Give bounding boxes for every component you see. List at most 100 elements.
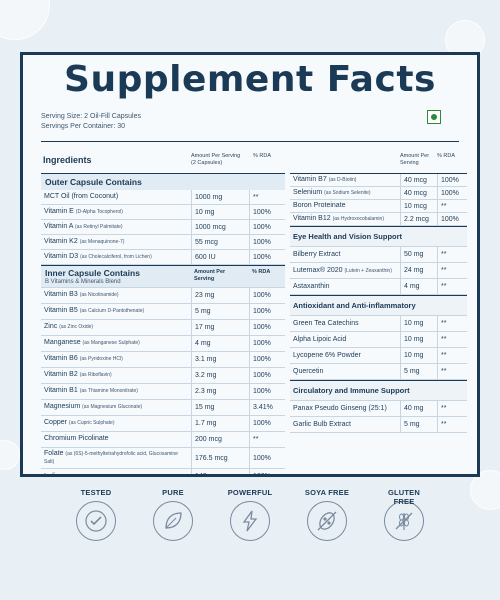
ingredient-name-cell: Vitamin D3 (as Cholecalciferol, from Lic… [41,251,191,263]
badge-row: TESTED PURE POWERFUL SOYA FREE GLUTEN FREE [0,488,500,541]
rda-cell: 100% [249,368,285,383]
rda-cell: 100% [249,320,285,335]
rda-cell: 100% [437,213,467,226]
badge-label: TESTED [80,488,112,497]
amount-cell: 5 mg [400,417,437,433]
ingredient-name-cell: Panax Pseudo Ginseng (25:1) [290,403,400,415]
inner-rda-header: % RDA [252,269,271,275]
ingredient-source: (as Retinyl Palmitate) [75,223,123,230]
amount-header-label: Amount Per Serving [191,153,241,159]
ingredient-name: Vitamin B6 [44,355,78,363]
ingredient-source: (as Manganese Sulphate) [82,340,140,347]
amount-cell: 4 mg [400,279,437,295]
table-row: Vitamin A (as Retinyl Palmitate) 1000 mcg… [41,220,285,235]
amount-cell: 10 mg [400,316,437,332]
ingredient-name-cell: Zinc (as Zinc Oxide) [41,321,191,333]
table-row: Panax Pseudo Ginseng (25:1) 40 mg ** [290,401,467,418]
amount-right-label: Amount Per [400,153,430,159]
ingredient-name-cell: Vitamin B5 (as Calcium D-Pantothenate) [41,305,191,317]
outer-capsule-section-title: Outer Capsule Contains [41,173,285,190]
table-row: Vitamin B3 (as Nicotinamide) 23 mg 100% [41,288,285,304]
ingredient-name-cell: Folate (as (6S)-5-methyltetrahydrofolic … [41,448,191,468]
ingredient-source: (as Cupric Sulphate) [68,420,115,427]
rda-cell: ** [437,200,467,213]
ingredient-name-cell: Garlic Bulb Extract [290,419,400,431]
ingredient-name: Iodine [44,472,64,477]
rda-cell: ** [437,417,467,433]
ingredient-name-cell: Astaxanthin [290,281,400,293]
amount-cell: 200 mcg [191,432,249,447]
ingredient-name-cell: Alpha Lipoic Acid [290,334,400,346]
table-row: Zinc (as Zinc Oxide) 17 mg 100% [41,320,285,336]
amount-header: Amount Per Serving (2 Capsules) [191,153,240,167]
header-divider [41,141,459,142]
ingredient-source: (as Zinc Oxide) [59,324,94,331]
ingredient-name: Vitamin A [44,222,74,230]
rda-cell: 3.41% [249,400,285,415]
ingredient-name: Vitamin B1 [44,387,78,395]
ingredient-name-cell: Iodine (as Potassium Iodide) [41,471,191,477]
ingredient-name: Vitamin K2 [44,237,78,245]
amount-cell: 17 mg [191,320,249,335]
ingredient-source: (as Thiamine Mononitrate) [79,388,138,395]
rda-cell: 100% [249,448,285,469]
ingredient-source: (as (6S)-5-methyltetrahydrofolic acid, G… [44,451,178,466]
amount-cell: 1.7 mg [191,416,249,431]
amount-right-sub: Serving [400,159,419,166]
amount-cell: 176.5 mcg [191,448,249,469]
ingredient-name: Vitamin B3 [44,291,78,299]
ingredient-name-cell: Magnesium (as Magnesium Gluconate) [41,401,191,413]
ingredient-source: (as Nicotinamide) [79,292,119,299]
rda-cell: 100% [249,205,285,219]
ingredient-name-cell: Vitamin B2 (as Riboflavin) [41,369,191,381]
amount-header-sub: (2 Capsules) [191,159,223,166]
table-row: Quercetin 5 mg ** [290,364,467,381]
ingredient-name: Manganese [44,339,81,347]
rda-cell: 100% [249,469,285,474]
ingredient-name: Lycopene 6% Powder [293,351,361,359]
ingredient-name-cell: Vitamin B3 (as Nicotinamide) [41,289,191,301]
rda-cell: ** [437,247,467,263]
serving-size: Serving Size: 2 Oil-Fill Capsules [41,113,141,120]
rda-cell: ** [249,190,285,204]
ingredient-name: Boron Proteinate [293,202,346,210]
table-row: Copper (as Cupric Sulphate) 1.7 mg 100% [41,416,285,432]
ingredient-source: (as D-Biotin) [328,177,357,183]
rda-cell: 100% [437,174,467,187]
ingredient-name-cell: Bilberry Extract [290,249,400,261]
gluten-free-icon [384,501,424,541]
amount-cell: 10 mg [191,205,249,219]
soya-free-icon [307,501,347,541]
inner-amount-header: Amount Per Serving [194,269,226,282]
amount-cell: 4 mg [191,336,249,351]
table-row: Vitamin D3 (as Cholecalciferol, from Lic… [41,250,285,265]
table-header-left: Ingredients Amount Per Serving (2 Capsul… [41,149,285,173]
tested-icon [76,501,116,541]
table-row: Bilberry Extract 50 mg ** [290,247,467,264]
ingredient-name-cell: Selenium (as Sodium Selenite) [290,187,400,199]
ingredient-name-cell: Lycopene 6% Powder [290,350,400,362]
amount-cell: 5 mg [400,364,437,380]
antioxidant-section-title: Antioxidant and Anti-inflammatory [290,295,467,317]
rda-cell: ** [437,332,467,348]
ingredient-name: Astaxanthin [293,282,330,290]
ingredient-source: (as Menaquinone-7) [79,238,125,245]
badge-pure: PURE [147,488,199,541]
ingredient-source: (as Potassium Iodide) [65,473,114,477]
leaf-icon [153,501,193,541]
table-row: Vitamin K2 (as Menaquinone-7) 55 mcg 100% [41,235,285,250]
rda-cell: 100% [249,288,285,303]
ingredient-name: Zinc [44,323,58,331]
ingredient-name: Bilberry Extract [293,250,341,258]
ingredient-name-cell: Vitamin B7 (as D-Biotin) [290,174,400,186]
amount-cell: 3.2 mg [191,368,249,383]
ingredient-name-cell: Vitamin K2 (as Menaquinone-7) [41,236,191,248]
table-row: Lutemax® 2020 (Lutein + Zeaxanthin) 24 mg… [290,263,467,280]
inner-capsule-section: Inner Capsule Contains B Vitamins & Mine… [41,265,285,288]
amount-cell: 600 IU [191,250,249,264]
rda-header-right: % RDA [437,153,456,159]
ingredient-name-cell: Boron Proteinate [290,200,400,212]
ingredient-name: MCT Oil (from Coconut) [44,192,119,200]
ingredient-source: (Lutein + Zeaxanthin) [344,267,392,274]
amount-cell: 1000 mcg [191,220,249,234]
